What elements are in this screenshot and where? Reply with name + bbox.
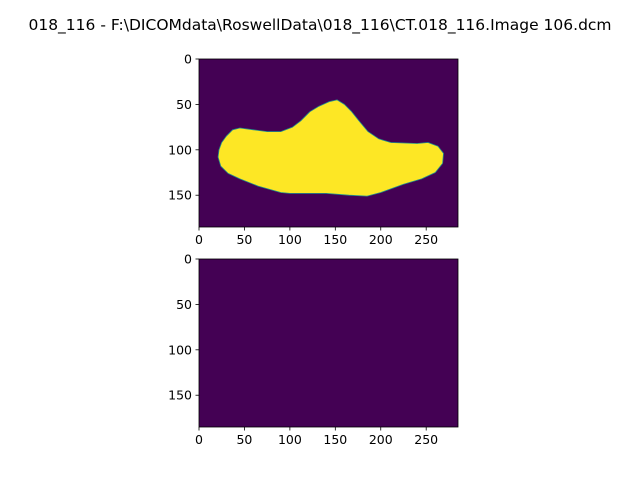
x-tick-label: 100	[278, 232, 302, 247]
x-tick-label: 50	[236, 432, 252, 447]
y-tick-label: 100	[168, 342, 192, 357]
bottom-image-frame	[198, 258, 459, 428]
top-image-frame	[198, 58, 459, 228]
x-tick-label: 150	[323, 432, 347, 447]
x-tick-label: 250	[414, 432, 438, 447]
x-tick-label: 50	[236, 232, 252, 247]
bottom-image-background	[199, 259, 458, 427]
x-tick-label: 0	[195, 432, 203, 447]
y-tick-label: 100	[168, 142, 192, 157]
y-tick-label: 0	[184, 252, 192, 267]
x-tick-label: 0	[195, 232, 203, 247]
y-tick-label: 0	[184, 52, 192, 67]
x-tick-label: 200	[369, 432, 393, 447]
top-image-mask-region	[217, 99, 444, 197]
y-tick-label: 50	[176, 297, 192, 312]
top-image-axes: 0 50 100 150 200 250 0 50 100 150	[168, 52, 459, 247]
y-tick-label: 150	[168, 188, 192, 203]
x-tick-label: 200	[369, 232, 393, 247]
x-tick-label: 250	[414, 232, 438, 247]
figure-title: 018_116 - F:\DICOMdata\RoswellData\018_1…	[28, 16, 612, 34]
x-tick-label: 100	[278, 432, 302, 447]
x-tick-label: 150	[323, 232, 347, 247]
bottom-image-axes: 0 50 100 150 200 250 0 50 100 150	[168, 252, 459, 447]
y-tick-label: 50	[176, 97, 192, 112]
y-tick-label: 150	[168, 388, 192, 403]
